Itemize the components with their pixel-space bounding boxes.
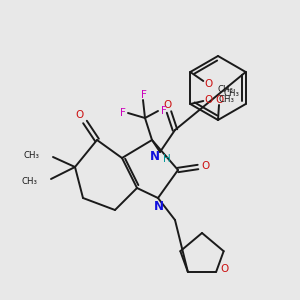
- Text: O: O: [204, 95, 212, 105]
- Text: F: F: [141, 90, 147, 100]
- Text: CH₃: CH₃: [218, 94, 234, 103]
- Text: O: O: [204, 79, 212, 89]
- Text: CH₃: CH₃: [217, 85, 233, 94]
- Text: O: O: [164, 100, 172, 110]
- Text: O: O: [76, 110, 84, 120]
- Text: CH₃: CH₃: [21, 176, 37, 185]
- Text: CH₃: CH₃: [224, 89, 240, 98]
- Text: H: H: [163, 154, 171, 164]
- Text: F: F: [161, 106, 167, 116]
- Text: N: N: [154, 200, 164, 212]
- Text: O: O: [216, 95, 224, 105]
- Text: O: O: [220, 264, 228, 274]
- Text: N: N: [150, 151, 160, 164]
- Text: O: O: [201, 161, 209, 171]
- Text: F: F: [120, 108, 126, 118]
- Text: CH₃: CH₃: [23, 151, 39, 160]
